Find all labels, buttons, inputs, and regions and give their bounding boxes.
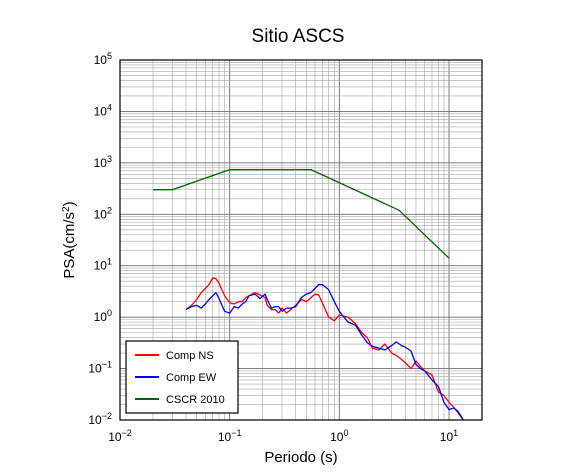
y-tick-label: 104 [94,102,112,118]
series-line-cscr-2010 [153,168,450,259]
series-line-comp-ns [185,277,464,421]
legend-label: CSCR 2010 [166,394,225,406]
legend: Comp NS Comp EW CSCR 2010 [125,340,239,414]
x-tick-label: 100 [330,428,348,444]
y-axis-label: PSA(cm/s2) [61,201,79,278]
chart-title: Sitio ASCS [252,26,345,47]
y-tick-label: 103 [94,154,112,170]
plot-series [153,168,464,421]
x-tick-label: 10−1 [218,428,242,444]
y-tick-label: 10−1 [88,360,112,376]
y-tick-label: 10−2 [88,411,112,427]
x-axis-label: Periodo (s) [264,449,337,466]
plot-frame [119,59,483,421]
y-tick-labels: 10−2 10−1 100 101 102 103 104 105 [88,51,112,427]
x-tick-labels: 10−2 10−1 100 101 [108,428,458,444]
series-line-comp-ew [185,283,464,421]
x-tick-label: 10−2 [108,428,132,444]
legend-label: Comp EW [166,372,217,384]
x-tick-label: 101 [440,428,458,444]
y-tick-label: 100 [94,308,112,324]
y-tick-label: 105 [94,51,112,67]
legend-label: Comp NS [166,350,214,362]
y-tick-label: 101 [94,257,112,273]
y-tick-label: 102 [94,205,112,221]
